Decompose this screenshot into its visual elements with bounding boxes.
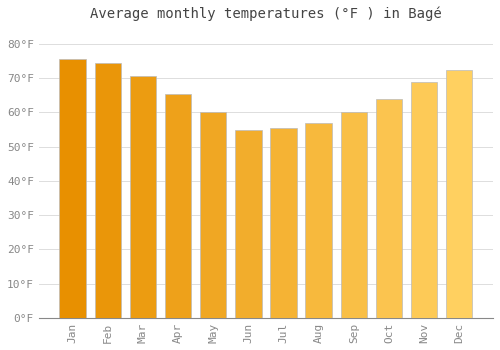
Bar	[130, 76, 156, 318]
Bar	[306, 123, 332, 318]
Bar	[376, 99, 402, 318]
Bar	[235, 130, 262, 318]
Bar	[94, 63, 121, 318]
Bar	[411, 82, 438, 318]
Bar	[340, 112, 367, 318]
Bar	[60, 59, 86, 318]
Bar	[270, 128, 296, 318]
Title: Average monthly temperatures (°F ) in Bagé: Average monthly temperatures (°F ) in Ba…	[90, 7, 442, 21]
Bar	[446, 70, 472, 318]
Bar	[165, 93, 191, 318]
Bar	[200, 112, 226, 318]
